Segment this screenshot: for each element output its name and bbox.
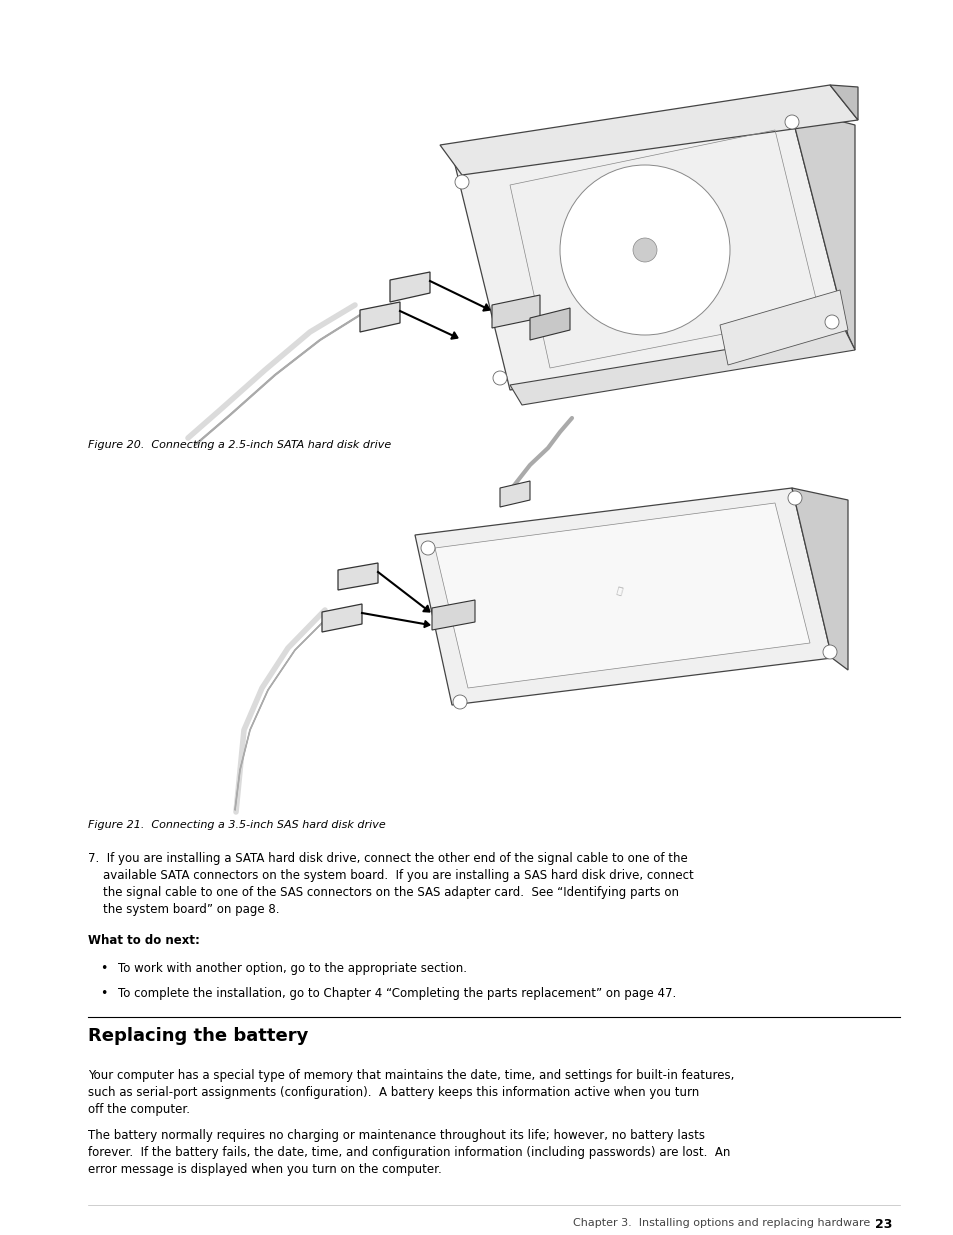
Text: Your computer has a special type of memory that maintains the date, time, and se: Your computer has a special type of memo… [88, 1070, 734, 1116]
Circle shape [453, 695, 467, 709]
Circle shape [633, 238, 657, 262]
Polygon shape [435, 503, 809, 688]
Polygon shape [359, 303, 399, 332]
Text: Figure 21.  Connecting a 3.5-inch SAS hard disk drive: Figure 21. Connecting a 3.5-inch SAS har… [88, 820, 385, 830]
Circle shape [784, 115, 799, 128]
Polygon shape [720, 290, 847, 366]
Polygon shape [499, 480, 530, 508]
Polygon shape [422, 605, 430, 613]
Text: Replacing the battery: Replacing the battery [88, 1028, 308, 1045]
Polygon shape [791, 488, 847, 671]
Circle shape [455, 175, 469, 189]
Polygon shape [322, 604, 361, 632]
Circle shape [824, 315, 838, 329]
Polygon shape [390, 272, 430, 303]
Circle shape [493, 370, 506, 385]
Text: The battery normally requires no charging or maintenance throughout its life; ho: The battery normally requires no chargin… [88, 1129, 730, 1176]
Text: Chapter 3.  Installing options and replacing hardware: Chapter 3. Installing options and replac… [572, 1218, 869, 1228]
Polygon shape [415, 488, 831, 705]
Text: To complete the installation, go to Chapter 4 “Completing the parts replacement”: To complete the installation, go to Chap… [118, 987, 676, 1000]
Polygon shape [455, 107, 847, 390]
Circle shape [822, 645, 836, 659]
Polygon shape [829, 85, 857, 120]
Text: •: • [100, 987, 108, 1000]
Polygon shape [530, 308, 569, 340]
Text: 7.  If you are installing a SATA hard disk drive, connect the other end of the s: 7. If you are installing a SATA hard dis… [88, 852, 693, 916]
Polygon shape [439, 85, 857, 175]
Text: •: • [100, 962, 108, 974]
Polygon shape [451, 332, 457, 340]
Polygon shape [482, 304, 490, 311]
Circle shape [420, 541, 435, 555]
Text: What to do next:: What to do next: [88, 934, 200, 947]
Polygon shape [423, 621, 430, 627]
Text: To work with another option, go to the appropriate section.: To work with another option, go to the a… [118, 962, 467, 974]
Text: 23: 23 [874, 1218, 891, 1231]
Text: ⓔ: ⓔ [616, 584, 623, 595]
Polygon shape [432, 600, 475, 630]
Circle shape [787, 492, 801, 505]
Polygon shape [492, 295, 539, 329]
Polygon shape [510, 330, 854, 405]
Text: Figure 20.  Connecting a 2.5-inch SATA hard disk drive: Figure 20. Connecting a 2.5-inch SATA ha… [88, 440, 391, 450]
Circle shape [559, 165, 729, 335]
Polygon shape [789, 107, 854, 350]
Polygon shape [337, 563, 377, 590]
